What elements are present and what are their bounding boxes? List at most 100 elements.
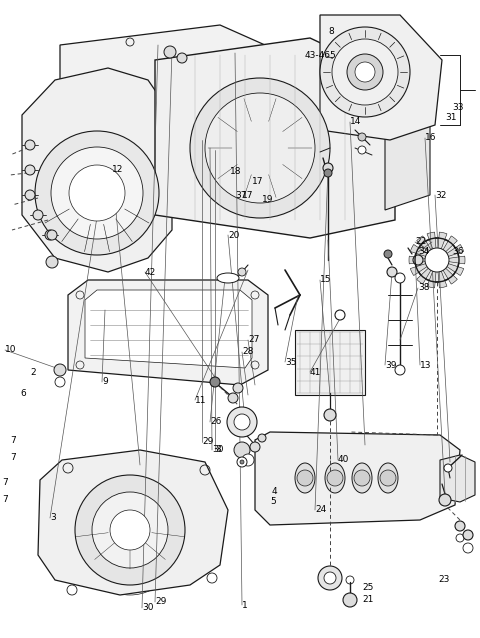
Wedge shape [437, 260, 464, 276]
Text: 20: 20 [228, 230, 240, 239]
Circle shape [463, 530, 473, 540]
Text: 17: 17 [252, 177, 264, 186]
Text: 3: 3 [215, 445, 221, 454]
Polygon shape [385, 105, 430, 210]
Circle shape [380, 470, 396, 486]
Text: 26: 26 [210, 417, 221, 426]
Circle shape [92, 492, 168, 568]
Circle shape [69, 165, 125, 221]
Circle shape [110, 510, 150, 550]
Wedge shape [437, 260, 457, 284]
Circle shape [237, 457, 247, 467]
Text: 7: 7 [2, 477, 8, 487]
Text: 30: 30 [142, 604, 154, 612]
Ellipse shape [217, 273, 239, 283]
Polygon shape [85, 290, 252, 368]
Circle shape [324, 572, 336, 584]
Circle shape [234, 414, 250, 430]
Bar [295, 330, 365, 395]
Circle shape [190, 78, 330, 218]
Text: 17: 17 [242, 191, 253, 200]
Ellipse shape [325, 463, 345, 493]
Text: 8: 8 [328, 27, 334, 36]
Wedge shape [417, 236, 437, 260]
Text: 34: 34 [418, 248, 430, 256]
Text: 7: 7 [10, 436, 16, 445]
Wedge shape [427, 232, 437, 260]
Text: 6: 6 [20, 390, 26, 399]
Circle shape [425, 248, 449, 272]
Text: 24: 24 [315, 505, 326, 514]
Circle shape [439, 494, 451, 506]
Wedge shape [437, 244, 464, 260]
Circle shape [33, 210, 43, 220]
Circle shape [250, 442, 260, 452]
Wedge shape [437, 232, 447, 260]
Circle shape [463, 543, 473, 553]
Circle shape [444, 464, 452, 472]
Text: 3: 3 [50, 514, 56, 523]
Circle shape [355, 62, 375, 82]
Text: 11: 11 [195, 396, 206, 404]
Circle shape [387, 267, 397, 277]
Circle shape [258, 434, 266, 442]
Text: 38: 38 [418, 283, 430, 292]
Text: 35: 35 [285, 357, 297, 366]
Polygon shape [155, 38, 395, 238]
Wedge shape [417, 260, 437, 284]
Circle shape [455, 521, 465, 531]
Text: 41: 41 [310, 367, 322, 376]
Circle shape [324, 169, 332, 177]
Polygon shape [320, 15, 442, 140]
Text: 14: 14 [350, 117, 361, 126]
Circle shape [395, 273, 405, 283]
Circle shape [323, 163, 333, 173]
Text: 4: 4 [272, 487, 277, 496]
Circle shape [324, 409, 336, 421]
Circle shape [234, 442, 250, 458]
Text: 21: 21 [362, 595, 373, 604]
Polygon shape [440, 455, 475, 502]
Circle shape [242, 454, 254, 466]
Text: 9: 9 [102, 378, 108, 387]
Text: 29: 29 [155, 598, 167, 607]
Circle shape [327, 470, 343, 486]
Text: 40: 40 [338, 456, 349, 464]
Circle shape [240, 460, 244, 464]
Circle shape [384, 250, 392, 258]
Circle shape [413, 255, 423, 265]
Circle shape [25, 190, 35, 200]
Polygon shape [22, 68, 172, 272]
Text: 31: 31 [445, 114, 456, 122]
Circle shape [318, 566, 342, 590]
Circle shape [395, 365, 405, 375]
Text: 32: 32 [435, 191, 446, 200]
Circle shape [233, 383, 243, 393]
Ellipse shape [295, 463, 315, 493]
Circle shape [46, 256, 58, 268]
Text: 23: 23 [438, 575, 449, 584]
Polygon shape [60, 25, 310, 185]
Circle shape [25, 165, 35, 175]
Text: 33: 33 [452, 103, 464, 112]
Wedge shape [427, 260, 437, 288]
Wedge shape [437, 256, 465, 264]
Wedge shape [437, 236, 457, 260]
Circle shape [177, 53, 187, 63]
Text: 16: 16 [425, 133, 436, 142]
Text: 13: 13 [420, 360, 432, 369]
Circle shape [210, 377, 220, 387]
Wedge shape [410, 260, 437, 276]
Circle shape [343, 593, 357, 607]
Circle shape [354, 470, 370, 486]
Circle shape [297, 470, 313, 486]
Text: 12: 12 [112, 165, 123, 175]
Circle shape [45, 230, 55, 240]
Wedge shape [410, 244, 437, 260]
Text: 19: 19 [262, 195, 274, 205]
Text: 22: 22 [415, 237, 426, 246]
Text: 2: 2 [30, 367, 36, 376]
Circle shape [54, 364, 66, 376]
Circle shape [332, 39, 398, 105]
Text: 43-465: 43-465 [305, 50, 337, 59]
